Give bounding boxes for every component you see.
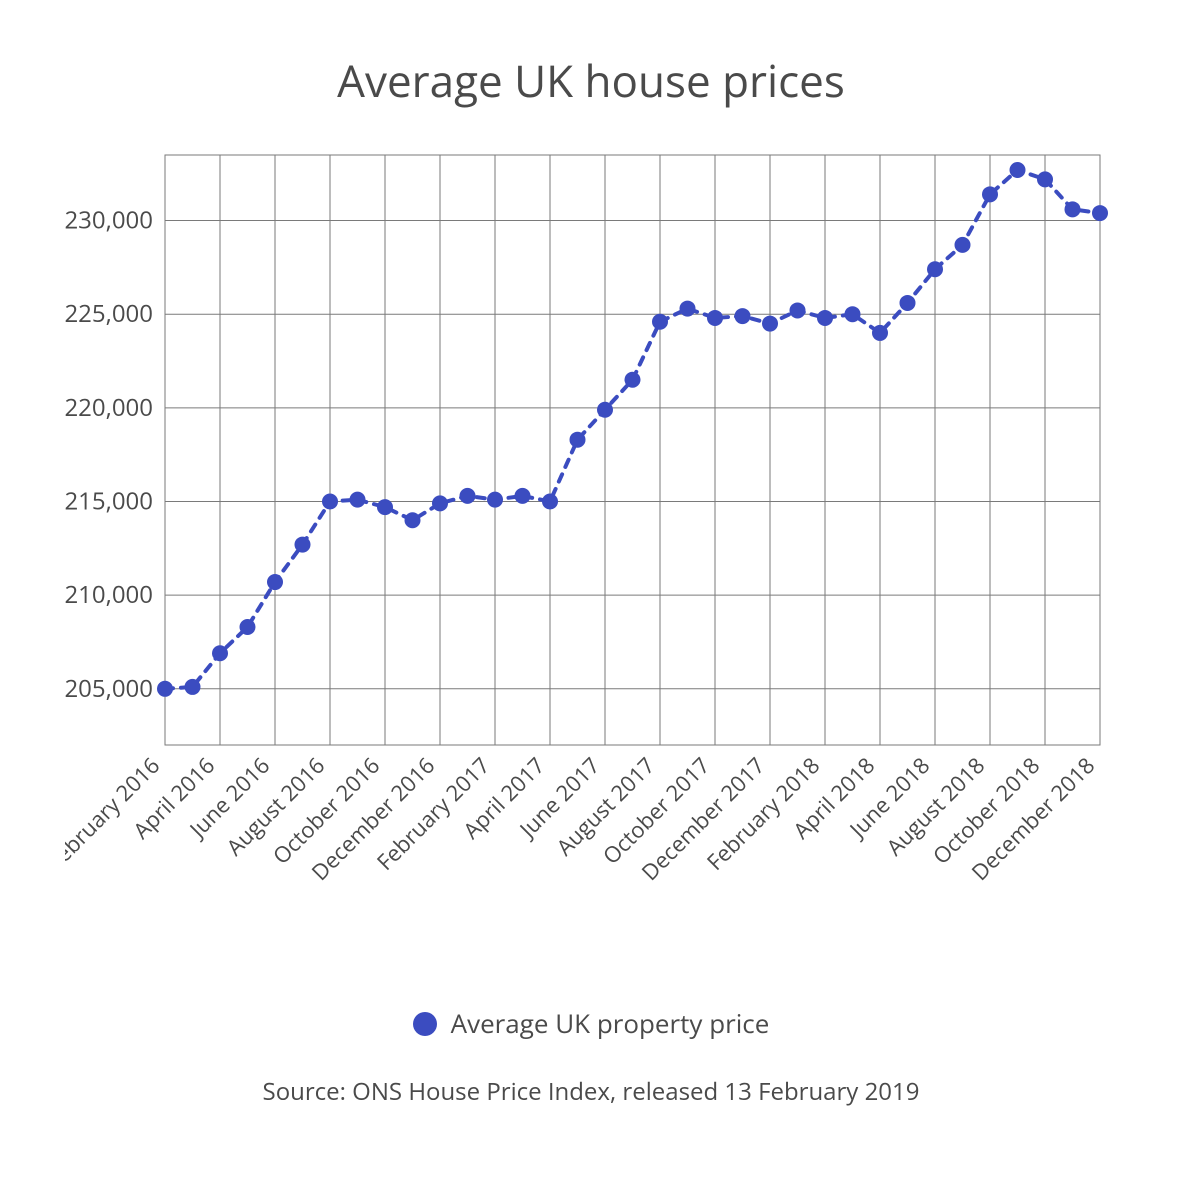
- data-point: [212, 645, 228, 661]
- data-point: [955, 237, 971, 253]
- data-point: [652, 314, 668, 330]
- data-point: [322, 494, 338, 510]
- data-point: [982, 186, 998, 202]
- y-tick-label: 205,000: [65, 672, 153, 705]
- data-point: [542, 494, 558, 510]
- data-point: [570, 432, 586, 448]
- y-tick-label: 220,000: [65, 391, 153, 424]
- data-point: [927, 261, 943, 277]
- data-point: [185, 679, 201, 695]
- data-point: [460, 488, 476, 504]
- chart-title: Average UK house prices: [0, 50, 1182, 110]
- y-tick-label: 210,000: [65, 578, 153, 611]
- chart-source: Source: ONS House Price Index, released …: [0, 1075, 1182, 1108]
- data-point: [790, 302, 806, 318]
- legend-marker-icon: [413, 1012, 437, 1036]
- chart-legend: Average UK property price: [0, 1005, 1182, 1041]
- data-point: [405, 512, 421, 528]
- data-point: [1037, 171, 1053, 187]
- data-point: [487, 492, 503, 508]
- y-tick-label: 225,000: [65, 297, 153, 330]
- data-point: [515, 488, 531, 504]
- data-point: [432, 495, 448, 511]
- data-point: [872, 325, 888, 341]
- data-point: [597, 402, 613, 418]
- y-tick-label: 230,000: [65, 204, 153, 237]
- y-tick-label: 215,000: [65, 485, 153, 518]
- data-point: [900, 295, 916, 311]
- legend-label: Average UK property price: [451, 1005, 770, 1041]
- data-point: [295, 537, 311, 553]
- data-point: [625, 372, 641, 388]
- data-point: [377, 499, 393, 515]
- data-point: [267, 574, 283, 590]
- data-point: [845, 306, 861, 322]
- data-point: [350, 492, 366, 508]
- data-point: [1065, 201, 1081, 217]
- data-point: [735, 308, 751, 324]
- data-point: [240, 619, 256, 635]
- data-point: [707, 310, 723, 326]
- data-point: [680, 301, 696, 317]
- data-point: [157, 681, 173, 697]
- data-point: [1010, 162, 1026, 178]
- chart-container: Average UK house prices 205,000 210,000 21…: [0, 0, 1182, 1181]
- data-point: [817, 310, 833, 326]
- data-point: [762, 316, 778, 332]
- data-point: [1092, 205, 1108, 221]
